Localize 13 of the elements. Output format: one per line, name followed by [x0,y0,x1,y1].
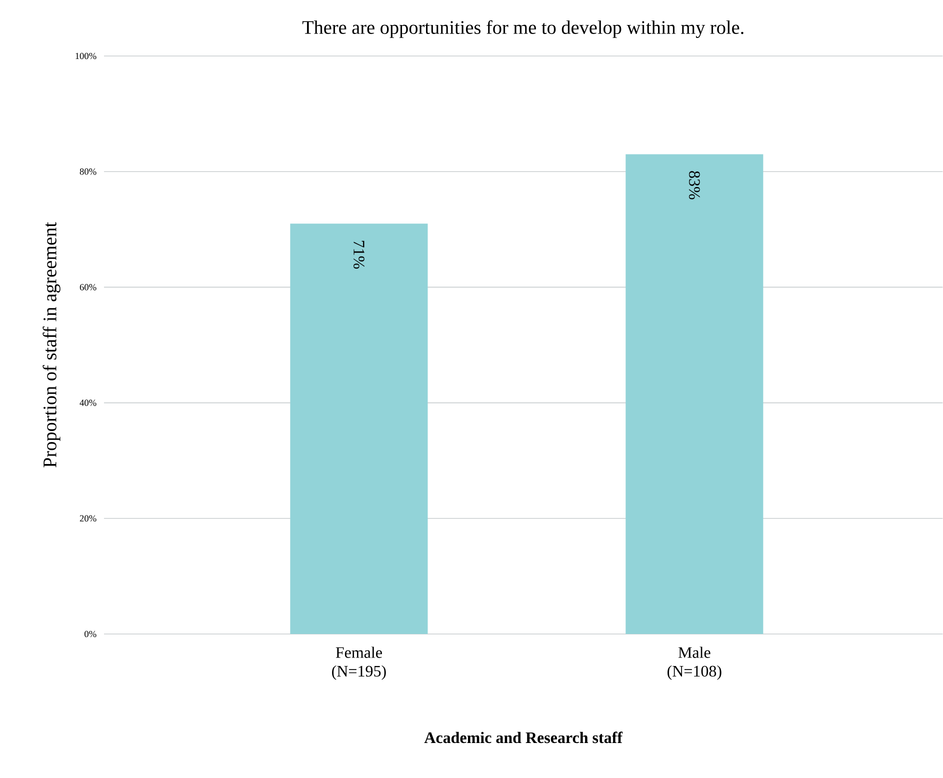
x-tick-label: Female (N=195) [332,646,386,680]
y-tick-label: 100% [76,52,96,60]
y-tick-label: 80% [80,168,96,175]
x-axis-title: Academic and Research staff [424,732,623,744]
y-axis-title: Proportion of staff in agreement [42,222,60,468]
y-tick-label: 40% [80,400,96,406]
x-tick-label: Male (N=108) [668,646,722,680]
y-tick-label: 60% [80,284,96,290]
data-label: 83% [688,171,700,200]
y-tick-label: 0% [84,630,96,638]
y-tick-label: 20% [80,515,96,522]
chart-title: There are opportunities for me to develop within my role. [302,20,744,38]
data-label: 71% [354,240,364,269]
